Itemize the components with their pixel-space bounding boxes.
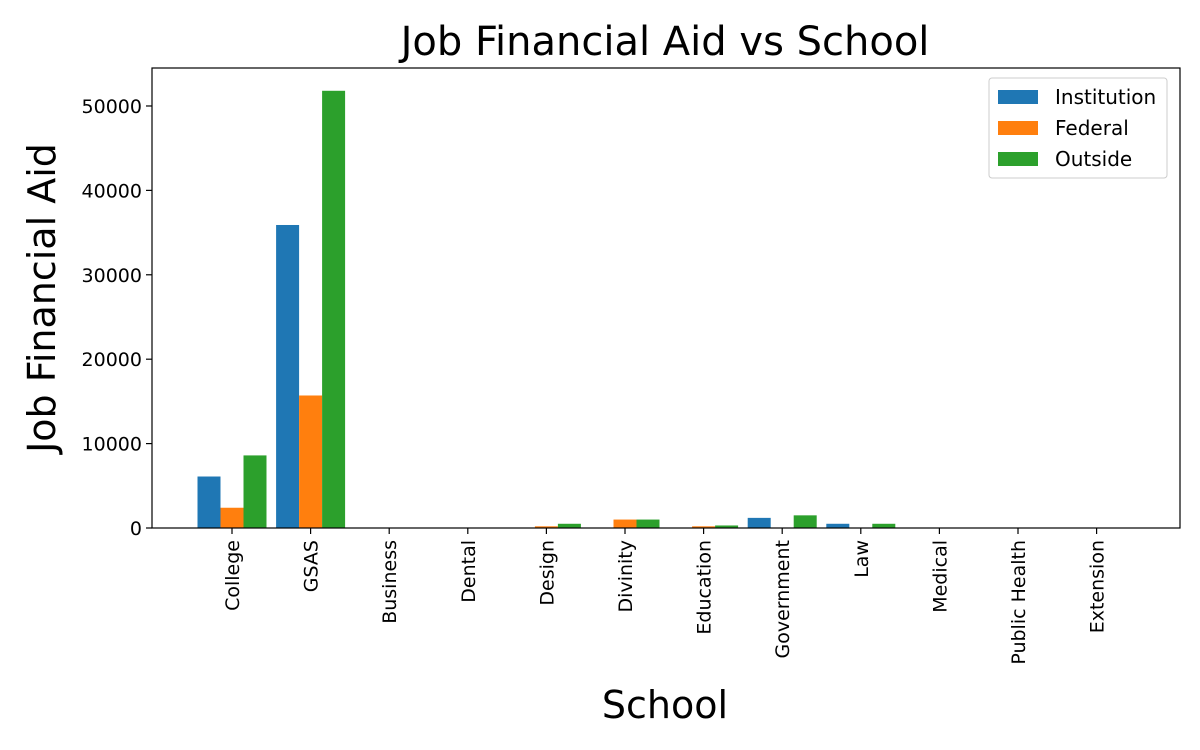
- y-tick-label: 30000: [82, 265, 142, 287]
- bar-federal-college: [220, 507, 244, 528]
- x-tick-label: Divinity: [615, 540, 637, 612]
- plot-frame: [151, 67, 1181, 529]
- legend-swatch-outside: [998, 152, 1038, 166]
- y-tick-label: 0: [130, 518, 142, 540]
- bar-institution-gsas: [276, 224, 300, 529]
- x-tick-label: Education: [694, 540, 716, 635]
- bar-institution-law: [826, 523, 850, 528]
- bar-outside-gsas: [322, 90, 346, 528]
- legend-label-outside: Outside: [1055, 147, 1132, 171]
- x-tick-label: Dental: [458, 540, 480, 603]
- bar-institution-college: [197, 476, 221, 528]
- x-tick-label: Extension: [1087, 540, 1109, 633]
- x-tick-label: Public Health: [1008, 540, 1030, 665]
- bar-outside-education: [715, 525, 739, 528]
- bar-federal-divinity: [613, 519, 637, 528]
- x-tick-label: College: [222, 540, 244, 611]
- y-tick-label: 20000: [82, 349, 142, 371]
- x-tick-label: Medical: [929, 540, 951, 613]
- bar-federal-design: [534, 526, 558, 528]
- x-tick-label: Law: [851, 540, 873, 578]
- bar-institution-government: [747, 517, 771, 528]
- y-tick-label: 10000: [82, 434, 142, 456]
- x-tick-label: Government: [772, 540, 794, 659]
- legend-swatch-institution: [998, 90, 1038, 104]
- chart-title: Job Financial Aid vs School: [398, 19, 930, 65]
- x-axis-label: School: [602, 683, 728, 727]
- bar-outside-divinity: [636, 519, 660, 528]
- y-axis-label: Job Financial Aid: [20, 143, 64, 455]
- bar-federal-education: [692, 526, 716, 528]
- bar-outside-college: [243, 455, 267, 528]
- x-tick-label: Business: [379, 540, 401, 624]
- bar-outside-design: [557, 523, 581, 528]
- y-tick-label: 40000: [82, 180, 142, 202]
- bar-outside-law: [872, 523, 896, 528]
- legend-swatch-federal: [998, 121, 1038, 135]
- x-tick-label: Design: [536, 540, 558, 606]
- y-tick-label: 50000: [82, 96, 142, 118]
- plot-area: 0 10000 20000 30000 40000 50000 College GSAS Bus…: [82, 67, 1181, 665]
- x-tick-label: GSAS: [301, 540, 323, 592]
- bar-outside-government: [793, 515, 817, 528]
- bar-federal-gsas: [299, 395, 323, 528]
- legend-label-federal: Federal: [1055, 116, 1129, 140]
- legend: Institution Federal Outside: [988, 77, 1168, 179]
- legend-label-institution: Institution: [1055, 85, 1156, 109]
